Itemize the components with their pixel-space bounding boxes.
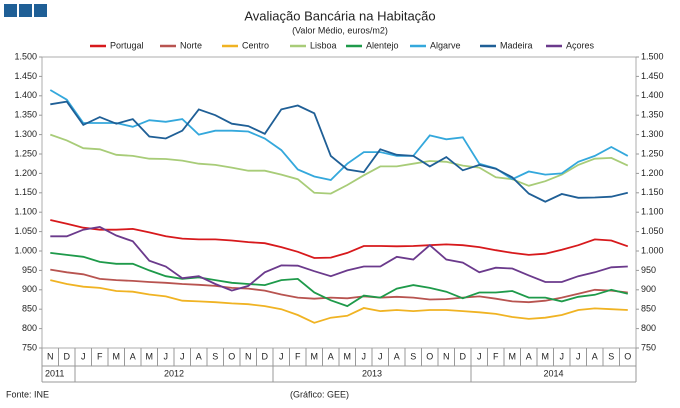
y2-tick-label: 1.500	[641, 51, 664, 61]
y-tick-label: 1.450	[14, 71, 37, 81]
y2-tick-label: 1.200	[641, 168, 664, 178]
x-tick-label: M	[311, 351, 319, 361]
x-tick-label: A	[526, 351, 532, 361]
x-tick-label: N	[245, 351, 252, 361]
y-tick-label: 850	[22, 304, 37, 314]
x-tick-label: M	[113, 351, 121, 361]
x-tick-label: J	[279, 351, 284, 361]
x-tick-label: M	[344, 351, 352, 361]
year-label: 2012	[164, 368, 184, 378]
series-line	[50, 268, 628, 304]
y-tick-label: 1.050	[14, 226, 37, 236]
source: Fonte: INE	[6, 389, 49, 399]
y-tick-label: 900	[22, 284, 37, 294]
y-tick-label: 800	[22, 323, 37, 333]
x-tick-label: F	[493, 351, 499, 361]
legend-label: Portugal	[110, 40, 144, 50]
y2-tick-label: 1.300	[641, 129, 664, 139]
x-tick-label: J	[180, 351, 185, 361]
logo-square	[4, 4, 17, 17]
y2-tick-label: 950	[641, 265, 656, 275]
x-tick-label: S	[212, 351, 218, 361]
y2-tick-label: 750	[641, 342, 656, 352]
logo-square	[19, 4, 32, 17]
y2-tick-label: 900	[641, 284, 656, 294]
y2-tick-label: 1.150	[641, 187, 664, 197]
series-line	[50, 225, 628, 292]
x-tick-label: J	[477, 351, 482, 361]
legend-label: Norte	[180, 40, 202, 50]
y-tick-label: 1.200	[14, 168, 37, 178]
y2-tick-label: 1.400	[641, 90, 664, 100]
series-line	[50, 279, 628, 324]
y-tick-label: 1.000	[14, 245, 37, 255]
year-label: 2013	[362, 368, 382, 378]
legend-label: Centro	[242, 40, 269, 50]
x-tick-label: D	[262, 351, 269, 361]
y-tick-label: 1.350	[14, 110, 37, 120]
x-tick-label: O	[426, 351, 433, 361]
y-tick-label: 1.300	[14, 129, 37, 139]
legend-label: Açores	[566, 40, 595, 50]
x-tick-label: F	[97, 351, 103, 361]
series-line	[50, 252, 629, 308]
y-tick-label: 1.500	[14, 51, 37, 61]
chart-subtitle: (Valor Médio, euros/m2)	[292, 25, 388, 35]
x-tick-label: A	[196, 351, 202, 361]
x-tick-label: N	[443, 351, 450, 361]
x-tick-label: O	[228, 351, 235, 361]
y2-tick-label: 800	[641, 323, 656, 333]
x-tick-label: N	[47, 351, 54, 361]
year-label: 2014	[543, 368, 563, 378]
x-tick-label: D	[460, 351, 467, 361]
x-tick-label: J	[362, 351, 367, 361]
y2-tick-label: 1.050	[641, 226, 664, 236]
year-label: 2011	[45, 368, 64, 378]
legend-label: Madeira	[500, 40, 533, 50]
x-tick-label: M	[542, 351, 550, 361]
series-line	[49, 89, 629, 181]
legend-label: Alentejo	[366, 40, 399, 50]
y2-tick-label: 1.250	[641, 148, 664, 158]
x-tick-label: J	[576, 351, 581, 361]
y-tick-label: 1.150	[14, 187, 37, 197]
legend-label: Lisboa	[310, 40, 337, 50]
legend-label: Algarve	[430, 40, 461, 50]
x-tick-label: A	[592, 351, 598, 361]
x-tick-label: S	[410, 351, 416, 361]
y2-tick-label: 1.100	[641, 207, 664, 217]
series-line	[50, 133, 629, 195]
y-tick-label: 1.100	[14, 207, 37, 217]
x-tick-label: F	[295, 351, 301, 361]
x-tick-label: M	[509, 351, 517, 361]
x-tick-label: S	[608, 351, 614, 361]
y2-tick-label: 1.450	[641, 71, 664, 81]
x-tick-label: A	[394, 351, 400, 361]
x-tick-label: J	[81, 351, 86, 361]
x-tick-label: J	[378, 351, 383, 361]
credit: (Gráfico: GEE)	[290, 389, 349, 399]
x-tick-label: D	[64, 351, 71, 361]
y2-tick-label: 1.350	[641, 110, 664, 120]
x-tick-label: J	[560, 351, 565, 361]
logo-square	[34, 4, 47, 17]
x-tick-label: A	[328, 351, 334, 361]
plot-frame	[41, 56, 637, 349]
y-tick-label: 1.400	[14, 90, 37, 100]
x-tick-label: A	[130, 351, 136, 361]
y-tick-label: 950	[22, 265, 37, 275]
x-tick-label: M	[146, 351, 154, 361]
series-line	[50, 219, 629, 259]
x-tick-label: J	[164, 351, 169, 361]
y2-tick-label: 1.000	[641, 245, 664, 255]
series-line	[50, 100, 629, 203]
chart-title: Avaliação Bancária na Habitação	[244, 8, 435, 23]
y-tick-label: 1.250	[14, 148, 37, 158]
x-tick-label: O	[624, 351, 631, 361]
y2-tick-label: 850	[641, 304, 656, 314]
y-tick-label: 750	[22, 342, 37, 352]
